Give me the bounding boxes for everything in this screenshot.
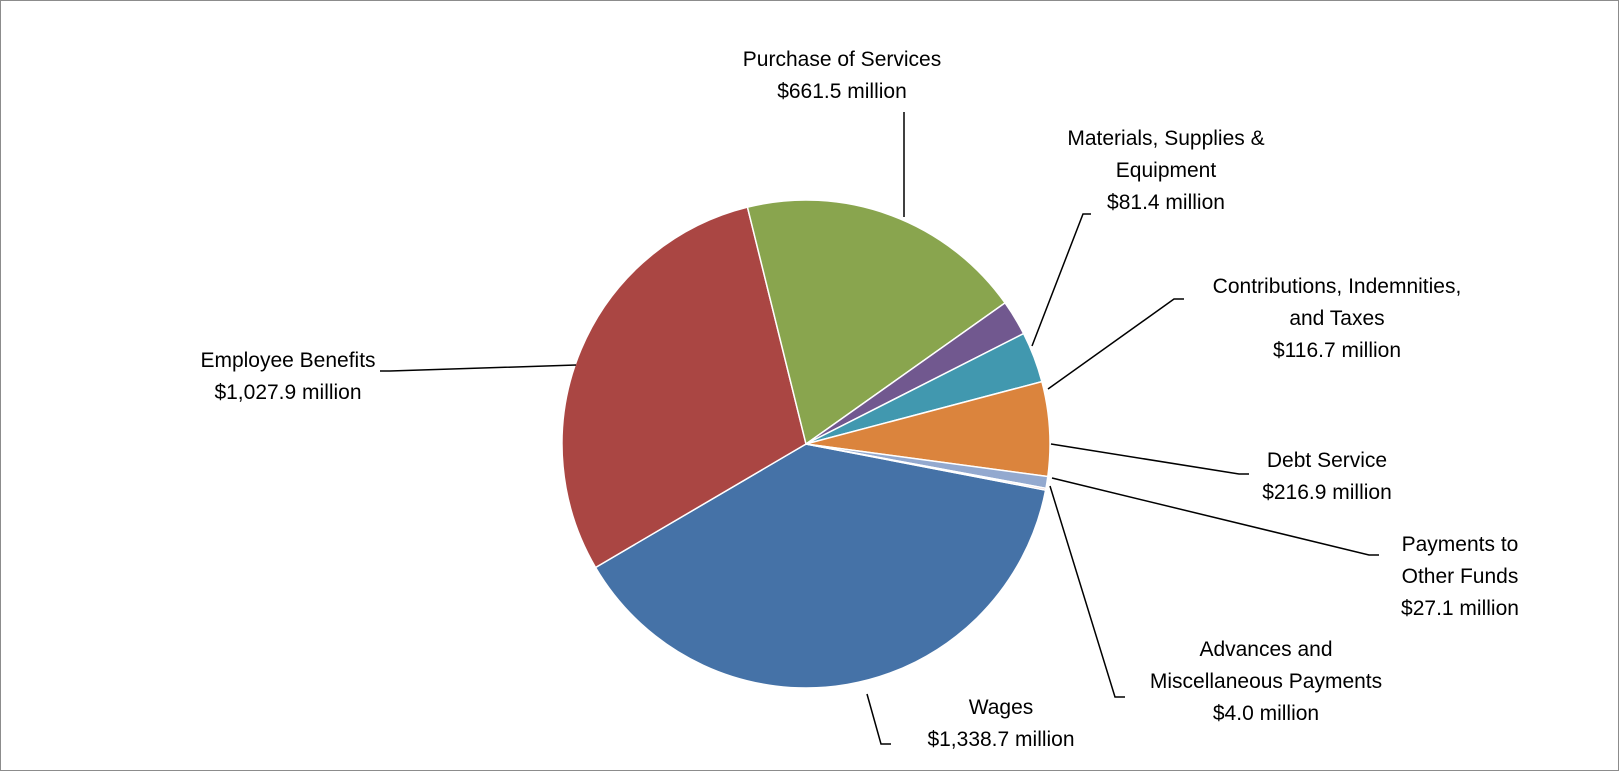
- data-label-line: $661.5 million: [777, 80, 907, 103]
- data-label-line: Wages: [969, 696, 1034, 719]
- data-label-line: Contributions, Indemnities,: [1213, 275, 1462, 298]
- data-label-line: $81.4 million: [1107, 191, 1225, 214]
- data-label-line: Equipment: [1116, 159, 1217, 182]
- leader-line-contributions-indemnities-and-taxes: [1048, 299, 1184, 389]
- data-label-line: Payments to: [1402, 533, 1519, 556]
- data-label-line: $27.1 million: [1401, 597, 1519, 620]
- pie-slices: [562, 200, 1050, 688]
- leader-line-advances-and-miscellaneous-payments: [1050, 486, 1125, 697]
- leader-line-materials-supplies-equipment: [1032, 214, 1091, 346]
- data-label-line: Advances and: [1199, 638, 1332, 661]
- data-label-line: Purchase of Services: [743, 48, 941, 71]
- leader-line-debt-service: [1051, 444, 1249, 474]
- data-label-advances-and-miscellaneous-payments: Advances and Miscellaneous Payments $4.0 m…: [1150, 638, 1382, 725]
- data-label-line: Employee Benefits: [200, 349, 375, 372]
- data-label-payments-to-other-funds: Payments to Other Funds $27.1 million: [1401, 533, 1519, 620]
- data-label-wages: Wages $1,338.7 million: [927, 696, 1074, 751]
- data-label-contributions-indemnities-and-taxes: Contributions, Indemnities, and Taxes $116…: [1213, 275, 1462, 362]
- data-label-line: $4.0 million: [1213, 702, 1319, 725]
- data-label-line: $216.9 million: [1262, 481, 1392, 504]
- data-label-line: $1,338.7 million: [927, 728, 1074, 751]
- data-label-line: $1,027.9 million: [214, 381, 361, 404]
- data-label-line: Debt Service: [1267, 449, 1387, 472]
- data-label-line: Miscellaneous Payments: [1150, 670, 1382, 693]
- data-label-line: Materials, Supplies &: [1067, 127, 1264, 150]
- data-label-employee-benefits: Employee Benefits $1,027.9 million: [200, 349, 375, 404]
- data-label-purchase-of-services: Purchase of Services $661.5 million: [743, 48, 941, 103]
- data-label-line: $116.7 million: [1273, 339, 1401, 362]
- data-label-materials-supplies-equipment: Materials, Supplies & Equipment $81.4 mill…: [1067, 127, 1264, 214]
- data-label-debt-service: Debt Service $216.9 million: [1262, 449, 1392, 504]
- leader-line-wages: [867, 694, 891, 744]
- data-label-line: Other Funds: [1402, 565, 1519, 588]
- leader-line-employee-benefits: [380, 365, 576, 371]
- data-label-line: and Taxes: [1289, 307, 1384, 330]
